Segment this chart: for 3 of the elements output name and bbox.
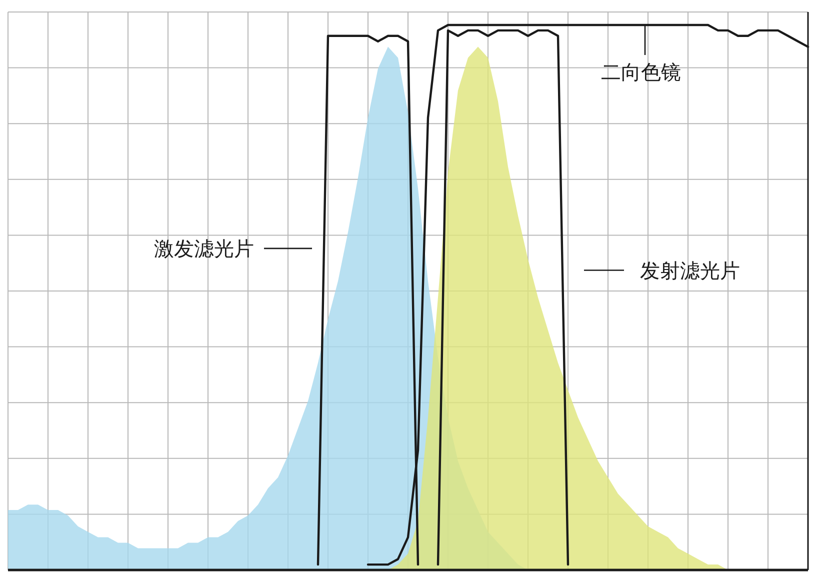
text: 激发滤光片 <box>154 236 254 260</box>
legend-label: 发射滤光片 <box>640 258 740 282</box>
series-label: 二向色镜 <box>601 60 681 84</box>
